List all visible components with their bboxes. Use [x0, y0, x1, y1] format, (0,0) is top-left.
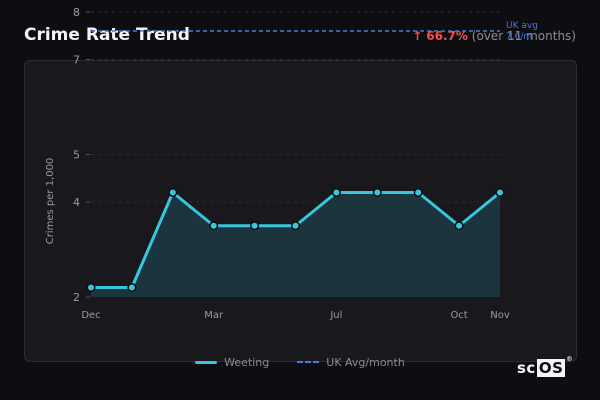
series-area [91, 192, 500, 297]
data-point [209, 221, 219, 231]
x-tick-label: Oct [450, 310, 467, 321]
data-point [331, 187, 341, 198]
chart-title: Crime Rate Trend [24, 25, 190, 45]
data-point [290, 221, 301, 231]
data-point [413, 187, 423, 198]
x-tick-label: Nov [490, 310, 510, 321]
brand-name-boxed: OS [536, 359, 566, 377]
y-tick-label: 7 [73, 54, 80, 67]
data-point [168, 187, 178, 198]
uk-avg-value: 7.6/m [506, 32, 532, 42]
data-point [454, 221, 464, 231]
legend-swatch-series [195, 360, 218, 364]
uk-avg-label: UK avg [506, 21, 538, 31]
y-tick-label: 8 [73, 6, 80, 19]
legend-label-series: Weeting [224, 355, 270, 369]
data-point [495, 187, 505, 198]
legend-item-avg[interactable]: UK Avg/month [297, 354, 405, 370]
registered-mark: ® [565, 355, 574, 363]
change-note: (over 11 months) [471, 29, 576, 43]
y-axis-label: Crimes per 1,000 [45, 158, 56, 245]
legend-label-avg: UK Avg/month [326, 355, 405, 369]
x-tick-label: Jul [329, 310, 342, 321]
change-summary: ↑ 66.7% (over 11 months) [412, 29, 576, 43]
y-tick-label: 4 [73, 196, 80, 209]
brand-logo: sc OS ® [517, 355, 573, 377]
chart-legend: Weeting UK Avg/month [0, 354, 600, 370]
data-point [372, 187, 382, 198]
data-point [127, 282, 137, 293]
brand-name: sc [517, 359, 536, 377]
y-tick-label: 5 [73, 149, 80, 162]
y-tick-label: 2 [73, 291, 80, 304]
trend-up-icon: ↑ [412, 29, 423, 43]
legend-swatch-avg [297, 361, 320, 363]
data-point [86, 282, 96, 293]
change-percent: 66.7% [426, 29, 468, 43]
data-point [250, 221, 260, 231]
x-tick-label: Dec [81, 310, 100, 321]
x-tick-label: Mar [204, 310, 224, 321]
legend-item-series[interactable]: Weeting [195, 354, 269, 370]
